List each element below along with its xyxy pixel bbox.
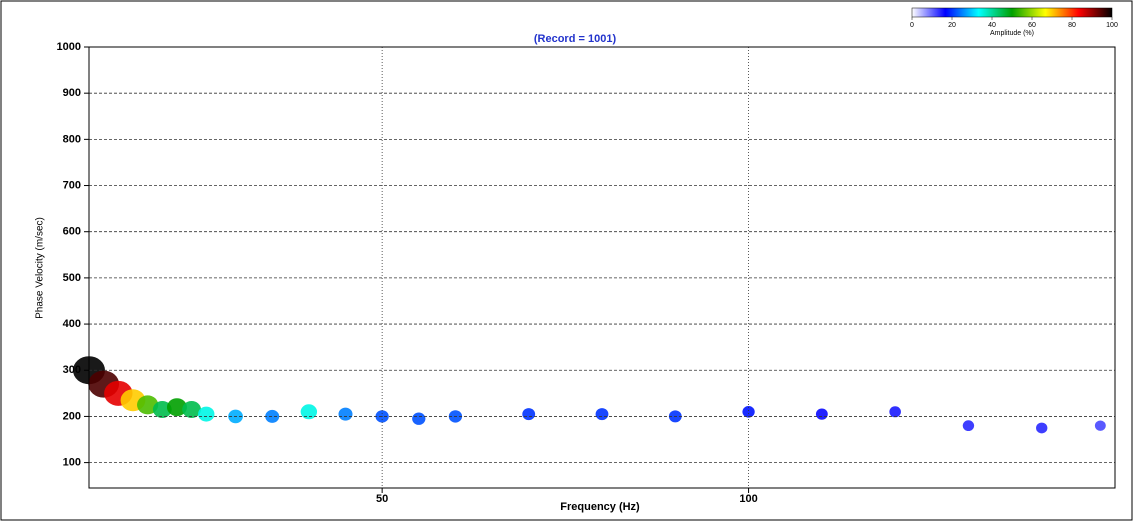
- ridge-point: [1036, 422, 1048, 434]
- ridge-point: [338, 407, 353, 421]
- ridge-point: [595, 408, 609, 421]
- y-tick-label: 100: [63, 457, 81, 469]
- colorbar-tick-label: 100: [1106, 22, 1118, 29]
- ridge-point: [265, 409, 280, 423]
- y-tick-label: 800: [63, 133, 81, 145]
- y-tick-label: 200: [63, 410, 81, 422]
- colorbar-tick-label: 60: [1028, 22, 1036, 29]
- chart-title: (Record = 1001): [534, 33, 617, 45]
- colorbar-tick-label: 80: [1068, 22, 1076, 29]
- y-axis-label: Phase Velocity (m/sec): [35, 217, 46, 319]
- x-axis-label: Frequency (Hz): [560, 501, 640, 513]
- ridge-point: [962, 420, 975, 432]
- x-tick-label: 100: [739, 493, 757, 505]
- ridge-point: [198, 406, 215, 422]
- colorbar-tick-label: 20: [948, 22, 956, 29]
- ridge-point: [182, 400, 202, 418]
- ridge-point: [522, 408, 536, 421]
- plot-border: [88, 46, 1116, 489]
- ridge-point: [742, 406, 755, 418]
- y-tick-label: 1000: [57, 41, 81, 53]
- plot-area: [89, 47, 1115, 488]
- ridge-point: [412, 412, 426, 425]
- y-tick-label: 400: [63, 318, 81, 330]
- colorbar-tick-label: 0: [910, 22, 914, 29]
- ridge-point: [300, 404, 318, 420]
- y-tick-label: 300: [63, 364, 81, 376]
- ridge-point: [152, 400, 172, 418]
- colorbar-label: Amplitude (%): [990, 30, 1034, 37]
- y-tick-label: 900: [63, 87, 81, 99]
- y-tick-label: 500: [63, 272, 81, 284]
- ridge-point: [166, 398, 187, 417]
- colorbar: [911, 7, 1113, 18]
- ridge-point: [889, 406, 901, 418]
- y-tick-label: 600: [63, 226, 81, 238]
- colorbar-tick-label: 40: [988, 22, 996, 29]
- ridge-point: [1094, 420, 1106, 431]
- y-tick-label: 700: [63, 179, 81, 191]
- x-tick-label: 50: [376, 493, 388, 505]
- ridge-point: [815, 408, 828, 420]
